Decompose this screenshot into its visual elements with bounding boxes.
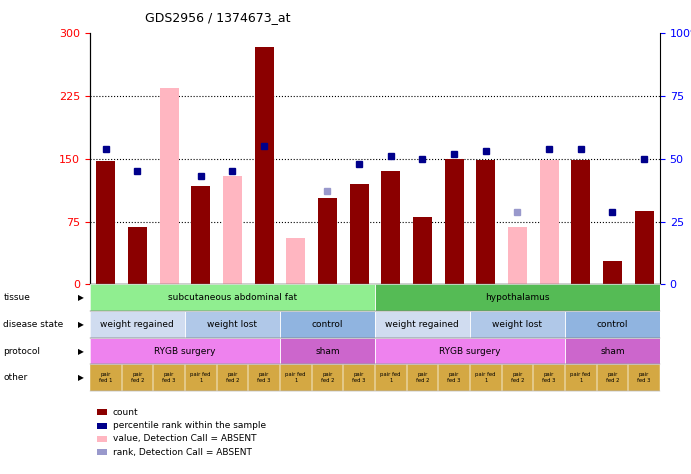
Text: pair fed
1: pair fed 1 — [191, 372, 211, 383]
Bar — [191, 186, 210, 284]
Bar — [160, 88, 178, 284]
Text: pair fed
1: pair fed 1 — [285, 372, 306, 383]
Bar — [508, 228, 527, 284]
Text: pair
fed 2: pair fed 2 — [131, 372, 144, 383]
Text: weight lost: weight lost — [207, 320, 257, 329]
Text: ▶: ▶ — [78, 320, 84, 329]
Bar — [223, 175, 242, 284]
Text: pair
fed 3: pair fed 3 — [542, 372, 556, 383]
Text: pair fed
1: pair fed 1 — [381, 372, 401, 383]
Bar — [254, 47, 274, 284]
Bar — [350, 184, 368, 284]
Text: disease state: disease state — [3, 320, 64, 329]
Text: percentile rank within the sample: percentile rank within the sample — [113, 421, 266, 430]
Text: RYGB surgery: RYGB surgery — [154, 346, 216, 356]
Text: pair
fed 2: pair fed 2 — [225, 372, 239, 383]
Bar — [634, 211, 654, 284]
Text: count: count — [113, 408, 138, 417]
Text: pair
fed 2: pair fed 2 — [605, 372, 619, 383]
Bar — [318, 198, 337, 284]
Text: rank, Detection Call = ABSENT: rank, Detection Call = ABSENT — [113, 448, 252, 456]
Text: pair
fed 3: pair fed 3 — [637, 372, 651, 383]
Text: pair
fed 3: pair fed 3 — [447, 372, 461, 383]
Bar — [96, 161, 115, 284]
Bar — [603, 261, 622, 284]
Bar — [444, 159, 464, 284]
Text: other: other — [3, 373, 28, 382]
Text: weight lost: weight lost — [493, 320, 542, 329]
Text: ▶: ▶ — [78, 293, 84, 302]
Text: control: control — [312, 320, 343, 329]
Bar — [286, 238, 305, 284]
Bar — [476, 161, 495, 284]
Bar — [128, 228, 146, 284]
Text: weight regained: weight regained — [386, 320, 460, 329]
Text: protocol: protocol — [3, 346, 41, 356]
Bar — [540, 161, 558, 284]
Text: pair fed
1: pair fed 1 — [571, 372, 591, 383]
Text: sham: sham — [315, 346, 340, 356]
Text: tissue: tissue — [3, 293, 30, 302]
Text: hypothalamus: hypothalamus — [485, 293, 549, 302]
Bar — [413, 218, 432, 284]
Text: value, Detection Call = ABSENT: value, Detection Call = ABSENT — [113, 435, 256, 443]
Text: pair
fed 2: pair fed 2 — [415, 372, 429, 383]
Text: pair
fed 3: pair fed 3 — [162, 372, 176, 383]
Text: control: control — [596, 320, 628, 329]
Text: ▶: ▶ — [78, 373, 84, 382]
Text: ▶: ▶ — [78, 346, 84, 356]
Text: sham: sham — [600, 346, 625, 356]
Text: pair
fed 1: pair fed 1 — [99, 372, 113, 383]
Text: weight regained: weight regained — [100, 320, 174, 329]
Bar — [381, 171, 400, 284]
Text: subcutaneous abdominal fat: subcutaneous abdominal fat — [168, 293, 297, 302]
Text: pair
fed 2: pair fed 2 — [321, 372, 334, 383]
Text: pair
fed 2: pair fed 2 — [511, 372, 524, 383]
Text: GDS2956 / 1374673_at: GDS2956 / 1374673_at — [145, 11, 291, 24]
Text: pair
fed 3: pair fed 3 — [257, 372, 271, 383]
Text: RYGB surgery: RYGB surgery — [439, 346, 501, 356]
Bar — [571, 161, 590, 284]
Text: pair
fed 3: pair fed 3 — [352, 372, 366, 383]
Text: pair fed
1: pair fed 1 — [475, 372, 496, 383]
